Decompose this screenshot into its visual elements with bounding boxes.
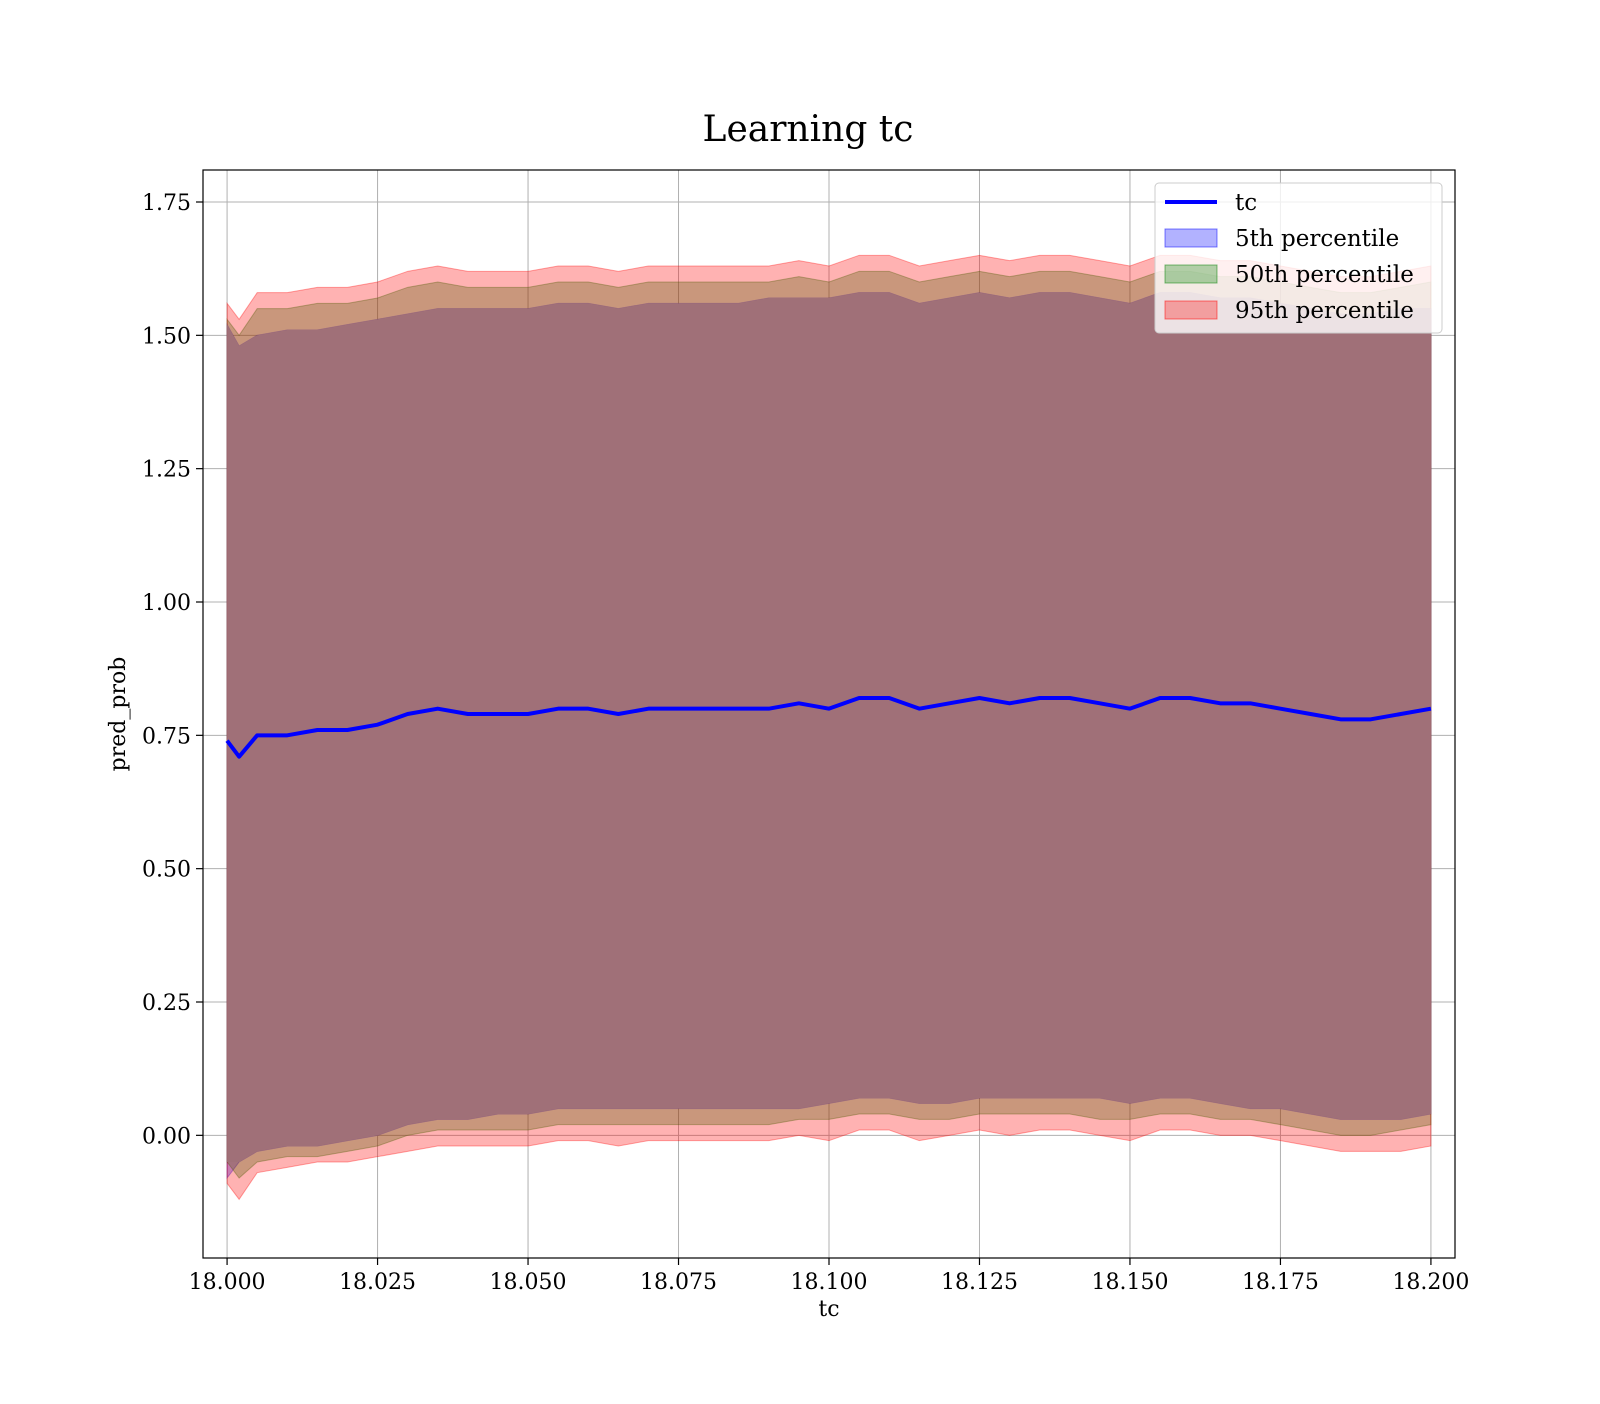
y-tick-label: 0.50 xyxy=(142,858,191,883)
legend-swatch-5th-percentile xyxy=(1164,228,1218,248)
x-tick-label: 18.100 xyxy=(791,1270,868,1295)
y-tick-label: 0.75 xyxy=(142,724,191,749)
y-tick-label: 1.50 xyxy=(142,324,191,349)
x-tick-label: 18.050 xyxy=(490,1270,567,1295)
x-axis-label: tc xyxy=(818,1297,839,1322)
legend: tc 5th percentile 50th percentile 95th p… xyxy=(1154,182,1443,334)
chart-title: Learning tc xyxy=(703,109,914,150)
x-tick-label: 18.125 xyxy=(941,1270,1018,1295)
x-tick-label: 18.025 xyxy=(339,1270,416,1295)
legend-swatch-50th-percentile xyxy=(1164,264,1218,284)
line-layer xyxy=(225,696,1432,759)
legend-label-tc: tc xyxy=(1235,190,1257,216)
y-tick-label: 1.00 xyxy=(142,591,191,616)
x-tick-label: 18.000 xyxy=(189,1270,266,1295)
legend-box xyxy=(1154,182,1443,334)
y-axis-ticks: 0.00 0.25 0.50 0.75 1.00 1.25 1.50 1.75 xyxy=(142,191,203,1149)
x-tick-label: 18.075 xyxy=(640,1270,717,1295)
y-tick-label: 1.25 xyxy=(142,458,191,483)
x-axis-ticks: 18.000 18.025 18.050 18.075 18.100 18.125 18.1… xyxy=(189,1258,1469,1295)
x-tick-label: 18.200 xyxy=(1392,1270,1469,1295)
x-tick-label: 18.150 xyxy=(1091,1270,1168,1295)
legend-label-5th-percentile: 5th percentile xyxy=(1235,226,1399,252)
y-axis-label: pred_prob xyxy=(106,657,131,772)
x-tick-label: 18.175 xyxy=(1242,1270,1319,1295)
line-tc xyxy=(225,696,1432,759)
legend-label-95th-percentile: 95th percentile xyxy=(1235,298,1414,324)
legend-swatch-95th-percentile xyxy=(1164,300,1218,320)
band-layer xyxy=(226,254,1432,1201)
y-tick-label: 1.75 xyxy=(142,191,191,216)
y-tick-label: 0.00 xyxy=(142,1124,191,1149)
band-overlap-core xyxy=(227,292,1431,1162)
y-tick-label: 0.25 xyxy=(142,991,191,1016)
legend-label-50th-percentile: 50th percentile xyxy=(1235,262,1414,288)
